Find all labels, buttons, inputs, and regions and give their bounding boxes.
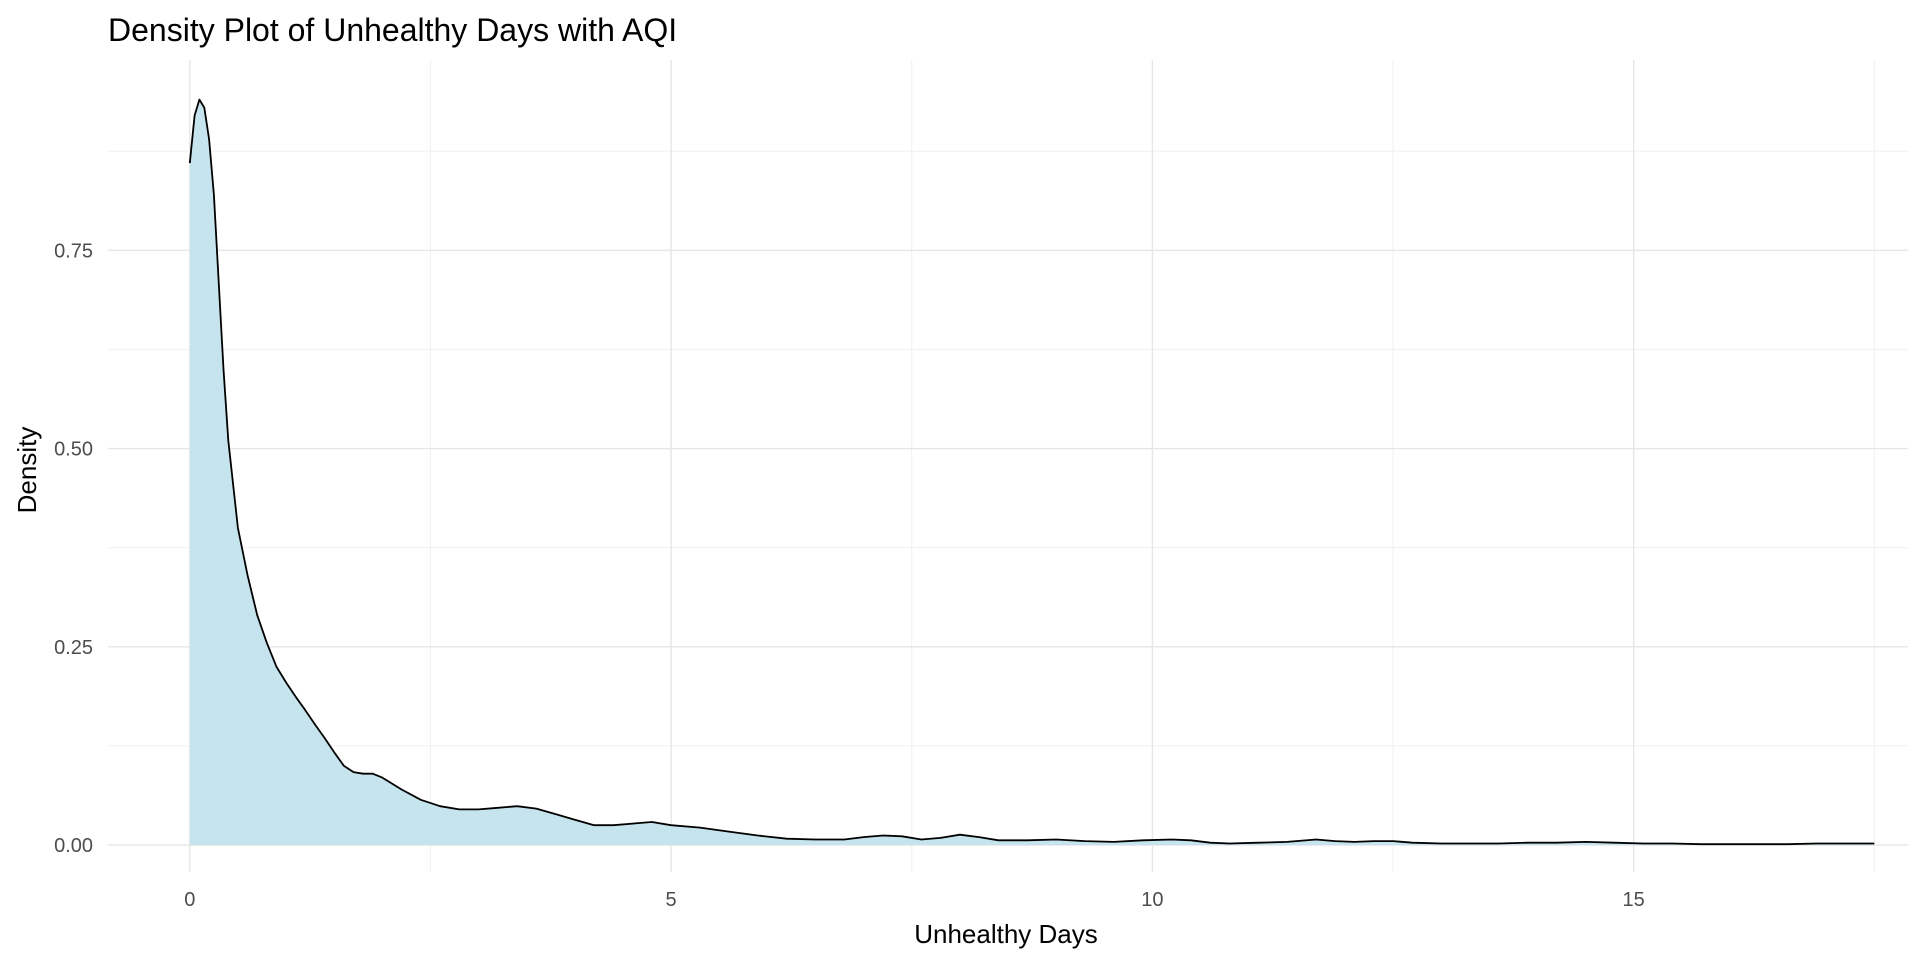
x-tick-label: 0 xyxy=(184,889,195,911)
y-tick-label: 0.75 xyxy=(54,240,93,262)
x-tick-label: 10 xyxy=(1141,889,1163,911)
y-tick-label: 0.50 xyxy=(54,439,93,461)
x-tick-label: 15 xyxy=(1623,889,1645,911)
density-curve-line xyxy=(188,98,1875,846)
x-tick-label: 5 xyxy=(666,889,677,911)
grid-lines xyxy=(108,60,1908,872)
density-area-fill xyxy=(189,99,1875,846)
x-axis-title: Unhealthy Days xyxy=(914,919,1098,949)
tick-labels: 0 5 10 15 0.00 0.25 0.50 0.75 xyxy=(54,240,1645,911)
y-axis-title: Density xyxy=(12,427,42,514)
y-tick-label: 0.25 xyxy=(54,637,93,659)
chart-title: Density Plot of Unhealthy Days with AQI xyxy=(108,12,677,48)
density-area-layer xyxy=(188,98,1875,846)
y-tick-label: 0.00 xyxy=(54,835,93,857)
